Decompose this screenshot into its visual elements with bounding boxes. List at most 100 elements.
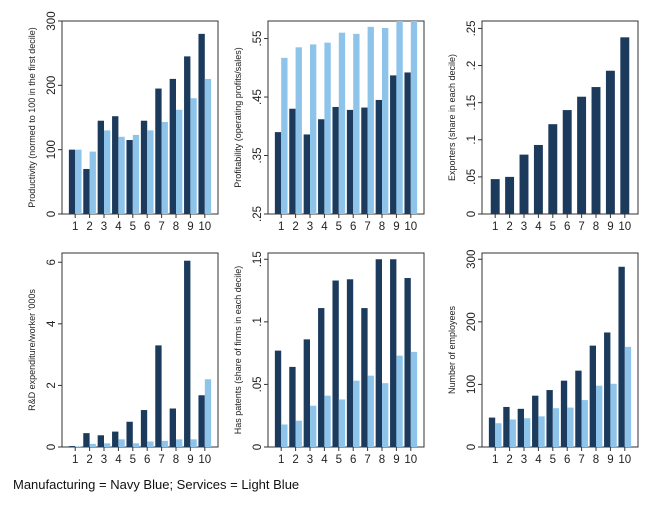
bar-services-7 xyxy=(161,440,168,447)
x-tick-label: 4 xyxy=(535,454,542,466)
bar-manufacturing-3 xyxy=(519,154,529,214)
bar-manufacturing-6 xyxy=(346,109,354,214)
bar-services-2 xyxy=(295,47,302,215)
x-tick-label: 8 xyxy=(593,454,599,466)
bar-manufacturing-4 xyxy=(318,119,325,214)
bar-services-2 xyxy=(295,420,302,447)
x-tick-label: 10 xyxy=(198,454,211,466)
x-tick-label: 6 xyxy=(564,221,570,233)
bar-manufacturing-10 xyxy=(404,278,411,447)
y-tick-label: 200 xyxy=(466,312,478,331)
bar-services-4 xyxy=(118,136,125,214)
bar-manufacturing-5 xyxy=(332,106,339,214)
y-axis-label: Has patents (share of firms in each deci… xyxy=(233,266,243,435)
bar-manufacturing-2 xyxy=(83,433,90,447)
y-tick-label: .05 xyxy=(466,169,478,185)
x-tick-label: 3 xyxy=(521,221,527,233)
bar-services-9 xyxy=(610,383,617,447)
bar-services-3 xyxy=(310,405,317,447)
bar-services-10 xyxy=(204,78,212,215)
panel-3: 0 .05 .1 .15 .2 .25 Exporters (share in each d… xyxy=(447,20,639,233)
bar-services-1 xyxy=(75,149,82,214)
y-tick-label: .25 xyxy=(466,20,478,36)
x-tick-label: 6 xyxy=(144,221,150,233)
x-tick-label: 5 xyxy=(130,221,136,233)
bar-services-5 xyxy=(338,32,346,215)
legend-caption: Manufacturing = Navy Blue; Services = Li… xyxy=(13,477,300,492)
bar-manufacturing-2 xyxy=(83,168,90,214)
x-tick-label: 5 xyxy=(130,454,136,466)
panel-5: 0 .05 .1 .15 Has patents (share of firms in … xyxy=(233,251,425,466)
y-axis-label: Exporters (share in each decile) xyxy=(447,54,457,181)
x-tick-label: 2 xyxy=(86,454,92,466)
y-tick-label: .15 xyxy=(252,251,264,267)
bar-manufacturing-1 xyxy=(274,132,282,214)
bar-services-7 xyxy=(161,122,168,214)
x-tick-label: 8 xyxy=(379,221,385,233)
x-tick-label: 2 xyxy=(86,221,92,233)
x-tick-label: 2 xyxy=(292,454,298,466)
x-tick-label: 1 xyxy=(492,454,498,466)
x-tick-label: 7 xyxy=(364,454,370,466)
bar-manufacturing-8 xyxy=(591,87,601,214)
x-tick-label: 3 xyxy=(101,454,107,466)
bar-services-4 xyxy=(118,439,125,447)
bar-manufacturing-7 xyxy=(155,345,162,447)
bar-manufacturing-9 xyxy=(184,260,191,447)
y-tick-label: .55 xyxy=(252,31,264,47)
x-tick-label: 3 xyxy=(521,454,527,466)
bar-manufacturing-7 xyxy=(577,96,587,214)
bar-manufacturing-1 xyxy=(68,149,76,214)
plot-frame xyxy=(267,252,425,448)
x-tick-label: 6 xyxy=(144,454,150,466)
bar-manufacturing-7 xyxy=(575,370,582,447)
x-tick-label: 10 xyxy=(404,221,417,233)
bar-manufacturing-5 xyxy=(546,390,553,447)
y-tick-label: .1 xyxy=(252,317,264,327)
bar-services-1 xyxy=(495,423,502,447)
y-tick-label: 200 xyxy=(46,76,58,95)
x-tick-label: 9 xyxy=(393,454,399,466)
panel-2: .25 .35 .45 .55 Profitability (operating pro… xyxy=(233,20,425,233)
bar-manufacturing-3 xyxy=(97,120,104,214)
bar-services-8 xyxy=(382,28,389,214)
bar-manufacturing-6 xyxy=(562,110,572,214)
x-tick-label: 7 xyxy=(158,221,164,233)
y-tick-label: .2 xyxy=(466,61,478,71)
bar-services-3 xyxy=(104,443,111,447)
x-tick-label: 1 xyxy=(72,221,78,233)
bar-services-1 xyxy=(75,446,82,447)
y-tick-label: 100 xyxy=(46,140,58,159)
bar-manufacturing-4 xyxy=(112,431,119,447)
x-tick-label: 5 xyxy=(550,221,556,233)
y-tick-label: 300 xyxy=(46,11,58,30)
bar-services-5 xyxy=(552,408,560,447)
y-axis-label: Profitability (operating profits/sales) xyxy=(233,47,243,188)
bar-manufacturing-6 xyxy=(140,410,148,447)
x-tick-label: 9 xyxy=(607,221,613,233)
y-tick-label: .25 xyxy=(252,206,264,222)
x-tick-label: 1 xyxy=(492,221,498,233)
y-tick-label: 300 xyxy=(466,250,478,269)
bar-manufacturing-9 xyxy=(184,56,191,215)
bar-manufacturing-9 xyxy=(605,70,615,214)
panel-1: 0 100 200 300 Productivity (normed to 100 in… xyxy=(27,11,219,233)
bar-manufacturing-10 xyxy=(404,72,411,214)
bar-manufacturing-7 xyxy=(361,308,368,447)
bar-services-6 xyxy=(353,380,360,447)
x-tick-label: 3 xyxy=(307,221,313,233)
x-tick-label: 4 xyxy=(321,454,328,466)
bar-manufacturing-3 xyxy=(303,339,310,447)
bar-manufacturing-1 xyxy=(274,350,282,447)
bar-services-5 xyxy=(132,134,140,214)
bar-manufacturing-3 xyxy=(517,408,524,447)
bar-manufacturing-4 xyxy=(532,395,539,447)
bar-manufacturing-3 xyxy=(97,435,104,447)
x-tick-label: 3 xyxy=(101,221,107,233)
y-tick-label: .45 xyxy=(252,89,264,105)
x-tick-label: 5 xyxy=(336,454,342,466)
x-tick-label: 10 xyxy=(618,221,631,233)
x-tick-label: 9 xyxy=(393,221,399,233)
bar-manufacturing-7 xyxy=(155,88,162,214)
y-tick-label: .35 xyxy=(252,148,264,164)
